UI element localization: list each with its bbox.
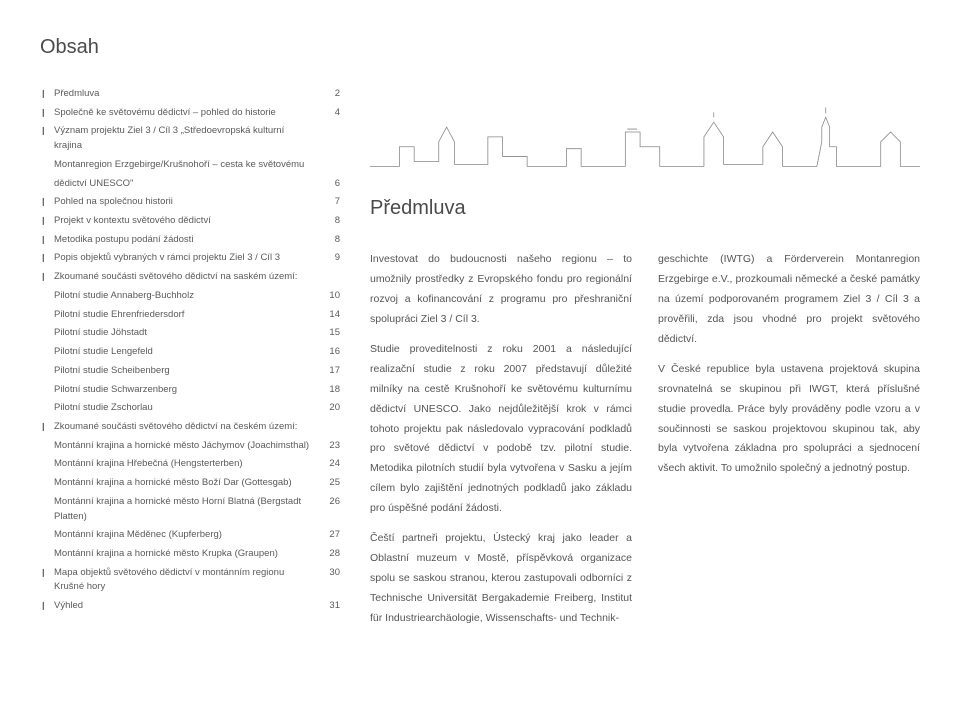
right-area: Předmluva Investovat do budoucnosti naše… [370,87,920,639]
toc-page-number: 7 [320,195,340,210]
toc-label: dědictví UNESCO" [54,177,314,192]
toc-row: ❙ Pohled na společnou historii 7 [40,195,340,210]
toc-page-number: 10 [320,289,340,304]
toc-page-number: 20 [320,401,340,416]
toc-row: ❙Montánní krajina Měděnec (Kupferberg)27 [40,528,340,543]
bullet-icon: ❙ [40,124,48,137]
toc-label: Pohled na společnou historii [54,195,314,210]
toc-row: ❙ Zkoumané součásti světového dědictví na… [40,270,340,285]
body-col-2: geschichte (IWTG) a Förderverein Montanr… [658,250,920,639]
toc-row: ❙Montánní krajina a hornické město Boží … [40,476,340,491]
toc-row: ❙ Mapa objektů světového dědictví v montá… [40,566,340,595]
paragraph: geschichte (IWTG) a Förderverein Montanr… [658,250,920,350]
toc-row: ❙ Projekt v kontextu světového dědictví 8 [40,214,340,229]
toc-row: ❙Pilotní studie Zschorlau20 [40,401,340,416]
toc-page-number: 2 [320,87,340,102]
toc-label: Pilotní studie Ehrenfriedersdorf [54,308,314,323]
toc-label: Zkoumané součásti světového dědictví na … [54,270,314,285]
toc-label: Pilotní studie Schwarzenberg [54,383,314,398]
toc-row: ❙Montánní krajina a hornické město Horní… [40,495,340,524]
toc-page-number: 24 [320,457,340,472]
toc-page-number: 16 [320,345,340,360]
toc-row: ❙ Společně ke světovému dědictví – pohled… [40,106,340,121]
toc-page-number: 30 [320,566,340,581]
paragraph: Studie proveditelnosti z roku 2001 a nás… [370,340,632,519]
toc-label: Montánní krajina a hornické město Horní … [54,495,314,524]
toc-row: ❙dědictví UNESCO"6 [40,177,340,192]
toc-page-number: 23 [320,439,340,454]
toc-label: Montánní krajina a hornické město Jáchym… [54,439,314,454]
toc-row: ❙ Výhled 31 [40,599,340,614]
bullet-icon: ❙ [40,270,48,283]
toc-label: Předmluva [54,87,314,102]
toc-page-number: 15 [320,326,340,341]
bullet-icon: ❙ [40,566,48,579]
bullet-icon: ❙ [40,214,48,227]
table-of-contents: ❙ Předmluva 2 ❙ Společně ke světovému dědict… [40,87,340,639]
body-col-1: Investovat do budoucnosti našeho regionu… [370,250,632,639]
toc-label: Mapa objektů světového dědictví v montán… [54,566,314,595]
toc-label: Metodika postupu podání žádosti [54,233,314,248]
toc-row: ❙ Metodika postupu podání žádosti 8 [40,233,340,248]
page-title: Obsah [40,36,920,59]
toc-page-number: 31 [320,599,340,614]
toc-label: Montanregion Erzgebirge/Krušnohoří – ces… [54,158,314,173]
toc-row: ❙Pilotní studie Lengefeld16 [40,345,340,360]
bullet-icon: ❙ [40,420,48,433]
toc-label: Společně ke světovému dědictví – pohled … [54,106,314,121]
toc-page-number: 9 [320,251,340,266]
toc-label: Projekt v kontextu světového dědictví [54,214,314,229]
toc-row: ❙Pilotní studie Ehrenfriedersdorf14 [40,308,340,323]
bullet-icon: ❙ [40,233,48,246]
toc-label: Montánní krajina a hornické město Boží D… [54,476,314,491]
toc-page-number: 28 [320,547,340,562]
toc-page-number: 14 [320,308,340,323]
bullet-icon: ❙ [40,106,48,119]
toc-row: ❙ Popis objektů vybraných v rámci projekt… [40,251,340,266]
toc-page-number: 6 [320,177,340,192]
section-title: Předmluva [370,197,920,220]
toc-row: ❙Pilotní studie Schwarzenberg18 [40,383,340,398]
bullet-icon: ❙ [40,599,48,612]
toc-row: ❙Montánní krajina Hřebečná (Hengsterterb… [40,457,340,472]
toc-row: ❙ Předmluva 2 [40,87,340,102]
toc-label: Pilotní studie Lengefeld [54,345,314,360]
toc-row: ❙Pilotní studie Scheibenberg17 [40,364,340,379]
bullet-icon: ❙ [40,195,48,208]
toc-label: Montánní krajina a hornické město Krupka… [54,547,314,562]
toc-label: Pilotní studie Jöhstadt [54,326,314,341]
toc-row: ❙Montánní krajina a hornické město Jáchy… [40,439,340,454]
paragraph: Investovat do budoucnosti našeho regionu… [370,250,632,330]
toc-page-number: 27 [320,528,340,543]
toc-label: Pilotní studie Annaberg-Buchholz [54,289,314,304]
toc-label: Výhled [54,599,314,614]
toc-label: Zkoumané součásti světového dědictví na … [54,420,314,435]
bullet-icon: ❙ [40,251,48,264]
toc-label: Význam projektu Ziel 3 / Cíl 3 „Středoev… [54,124,314,153]
bullet-icon: ❙ [40,87,48,100]
toc-label: Pilotní studie Zschorlau [54,401,314,416]
toc-page-number: 17 [320,364,340,379]
toc-row: ❙Pilotní studie Jöhstadt15 [40,326,340,341]
toc-page-number: 26 [320,495,340,510]
toc-label: Popis objektů vybraných v rámci projektu… [54,251,314,266]
toc-page-number: 8 [320,233,340,248]
toc-page-number: 4 [320,106,340,121]
toc-label: Pilotní studie Scheibenberg [54,364,314,379]
paragraph: V České republice byla ustavena projekto… [658,360,920,480]
toc-row: ❙Pilotní studie Annaberg-Buchholz10 [40,289,340,304]
toc-row: ❙Montánní krajina a hornické město Krupk… [40,547,340,562]
toc-label: Montánní krajina Hřebečná (Hengsterterbe… [54,457,314,472]
toc-page-number: 18 [320,383,340,398]
toc-row: ❙ Význam projektu Ziel 3 / Cíl 3 „Středoe… [40,124,340,153]
toc-row: ❙ Zkoumané součásti světového dědictví na… [40,420,340,435]
skyline-illustration [370,87,920,177]
main-row: ❙ Předmluva 2 ❙ Společně ke světovému dědict… [40,87,920,639]
toc-label: Montánní krajina Měděnec (Kupferberg) [54,528,314,543]
toc-page-number: 25 [320,476,340,491]
body-columns: Investovat do budoucnosti našeho regionu… [370,250,920,639]
paragraph: Čeští partneři projektu, Ústecký kraj ja… [370,529,632,629]
toc-row: ❙Montanregion Erzgebirge/Krušnohoří – ce… [40,158,340,173]
toc-page-number: 8 [320,214,340,229]
